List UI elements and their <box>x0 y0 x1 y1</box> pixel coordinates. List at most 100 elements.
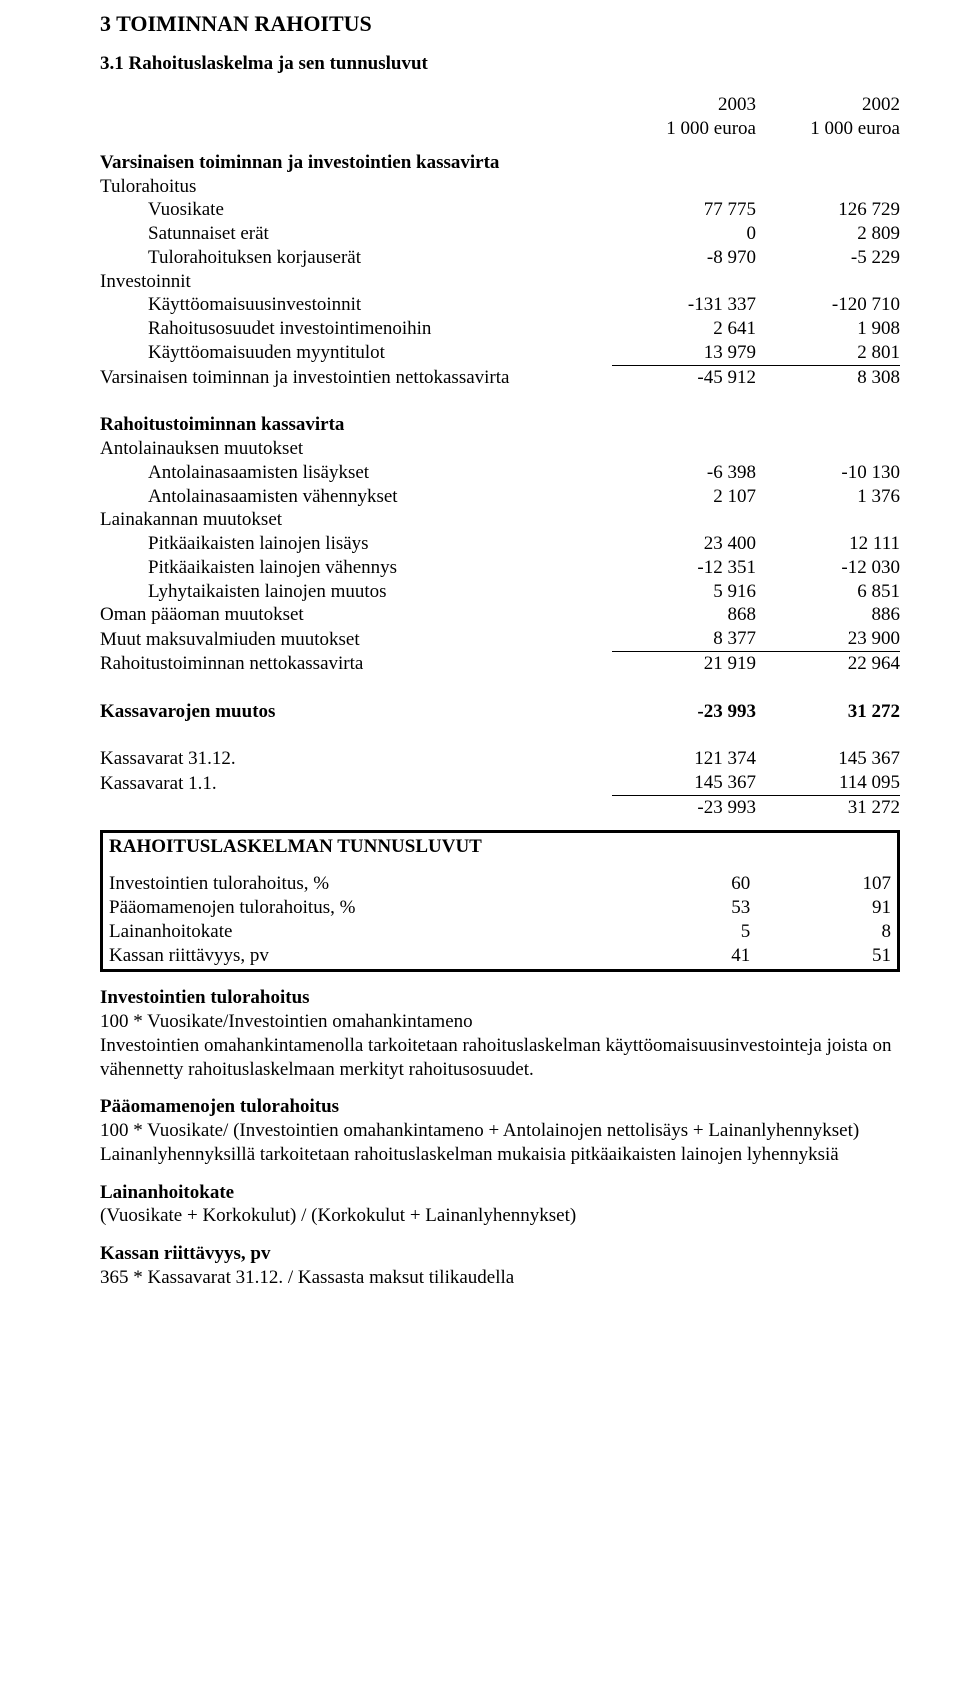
year-header-table: 2003 2002 1 000 euroa 1 000 euroa <box>100 93 900 141</box>
note-heading: Kassan riittävyys, pv <box>100 1242 900 1266</box>
row-val-1: 0 <box>612 222 756 246</box>
row-val-2: 107 <box>750 872 891 896</box>
note-line: 365 * Kassavarat 31.12. / Kassasta maksu… <box>100 1266 900 1290</box>
row-val-1: 145 367 <box>612 771 756 795</box>
row-label: Pitkäaikaisten lainojen lisäys <box>100 532 612 556</box>
row-val-1: 868 <box>612 603 756 627</box>
tunnusluvut-box: RAHOITUSLASKELMAN TUNNUSLUVUT Investoint… <box>100 830 900 973</box>
row-val-2: 1 908 <box>756 317 900 341</box>
row-val-2: 31 272 <box>756 795 900 819</box>
doc-h1: 3 TOIMINNAN RAHOITUS <box>100 10 900 38</box>
tunnusluvut-table: RAHOITUSLASKELMAN TUNNUSLUVUT Investoint… <box>109 835 891 968</box>
note-line: 100 * Vuosikate/ (Investointien omahanki… <box>100 1119 900 1143</box>
kassamuutos-row: Kassavarojen muutos -23 993 31 272 <box>100 700 900 724</box>
row-val-2: 1 376 <box>756 485 900 509</box>
year-row: 2003 2002 <box>100 93 900 117</box>
doc-h2: 3.1 Rahoituslaskelma ja sen tunnusluvut <box>100 52 900 76</box>
note-line: Investointien omahankintamenolla tarkoit… <box>100 1034 900 1082</box>
table-row: Käyttöomaisuuden myyntitulot 13 979 2 80… <box>100 341 900 365</box>
year-2: 2002 <box>756 93 900 117</box>
row-val-1: 5 <box>609 920 750 944</box>
table-row: -23 993 31 272 <box>100 795 900 819</box>
row-label: Tulorahoituksen korjauserät <box>100 246 612 270</box>
row-val-2: 126 729 <box>756 198 900 222</box>
note-investointien: Investointien tulorahoitus 100 * Vuosika… <box>100 986 900 1081</box>
kassamuutos-table: Kassavarojen muutos -23 993 31 272 <box>100 700 900 738</box>
row-label: Lyhytaikaisten lainojen muutos <box>100 580 612 604</box>
row-val-2: 8 <box>750 920 891 944</box>
note-line: Lainanlyhennyksillä tarkoitetaan rahoitu… <box>100 1143 900 1167</box>
table-row: Kassavarat 1.1. 145 367 114 095 <box>100 771 900 795</box>
table-row: Pitkäaikaisten lainojen lisäys 23 400 12… <box>100 532 900 556</box>
note-heading: Investointien tulorahoitus <box>100 986 900 1010</box>
row-label: Kassavarat 1.1. <box>100 771 612 795</box>
table-row: Oman pääoman muutokset 868 886 <box>100 603 900 627</box>
row-val-1: 13 979 <box>612 341 756 365</box>
table-row: Käyttöomaisuusinvestoinnit -131 337 -120… <box>100 293 900 317</box>
row-val-1: 2 107 <box>612 485 756 509</box>
row-val-1: 121 374 <box>612 747 756 771</box>
table-row: Lyhytaikaisten lainojen muutos 5 916 6 8… <box>100 580 900 604</box>
row-val-2: 23 900 <box>756 627 900 651</box>
note-lainanhoitokate: Lainanhoitokate (Vuosikate + Korkokulut)… <box>100 1181 900 1229</box>
section-a-sub1: Tulorahoitus <box>100 175 612 199</box>
section-b-table: Rahoitustoiminnan kassavirta Antolainauk… <box>100 413 900 689</box>
row-val-2: 31 272 <box>756 700 900 724</box>
row-val-2: -5 229 <box>756 246 900 270</box>
row-val-1: -23 993 <box>612 700 756 724</box>
row-label: Kassavarojen muutos <box>100 700 612 724</box>
page: 3 TOIMINNAN RAHOITUS 3.1 Rahoituslaskelm… <box>0 0 960 1344</box>
section-b-sub1: Antolainauksen muutokset <box>100 437 612 461</box>
row-val-1: -45 912 <box>612 365 756 389</box>
note-kassan-riittavyys: Kassan riittävyys, pv 365 * Kassavarat 3… <box>100 1242 900 1290</box>
table-row: Pääomamenojen tulorahoitus, % 53 91 <box>109 896 891 920</box>
row-label: Rahoitusosuudet investointimenoihin <box>100 317 612 341</box>
tunnusluvut-title: RAHOITUSLASKELMAN TUNNUSLUVUT <box>109 835 609 859</box>
row-val-2: 91 <box>750 896 891 920</box>
row-label: Pitkäaikaisten lainojen vähennys <box>100 556 612 580</box>
row-val-1: 21 919 <box>612 651 756 675</box>
row-val-2: 22 964 <box>756 651 900 675</box>
row-val-1: 53 <box>609 896 750 920</box>
table-row: Investointien tulorahoitus, % 60 107 <box>109 872 891 896</box>
note-paaomamenojen: Pääomamenojen tulorahoitus 100 * Vuosika… <box>100 1095 900 1166</box>
unit-1: 1 000 euroa <box>612 117 756 141</box>
table-row: Pitkäaikaisten lainojen vähennys -12 351… <box>100 556 900 580</box>
row-val-2: -12 030 <box>756 556 900 580</box>
row-val-2: 51 <box>750 944 891 968</box>
row-label: Vuosikate <box>100 198 612 222</box>
row-label: Lainanhoitokate <box>109 920 609 944</box>
row-val-1: 8 377 <box>612 627 756 651</box>
row-val-1: -12 351 <box>612 556 756 580</box>
note-heading: Pääomamenojen tulorahoitus <box>100 1095 900 1119</box>
row-val-1: -6 398 <box>612 461 756 485</box>
row-val-2: 886 <box>756 603 900 627</box>
row-label: Satunnaiset erät <box>100 222 612 246</box>
row-label: Pääomamenojen tulorahoitus, % <box>109 896 609 920</box>
section-a-title: Varsinaisen toiminnan ja investointien k… <box>100 151 612 175</box>
note-line: (Vuosikate + Korkokulut) / (Korkokulut +… <box>100 1204 900 1228</box>
section-b-total: Rahoitustoiminnan nettokassavirta 21 919… <box>100 651 900 675</box>
row-val-1: 60 <box>609 872 750 896</box>
row-val-1: 5 916 <box>612 580 756 604</box>
section-a-total: Varsinaisen toiminnan ja investointien n… <box>100 365 900 389</box>
row-val-2: 145 367 <box>756 747 900 771</box>
row-label: Oman pääoman muutokset <box>100 603 612 627</box>
row-label: Varsinaisen toiminnan ja investointien n… <box>100 365 612 389</box>
row-val-2: 114 095 <box>756 771 900 795</box>
row-label: Antolainasaamisten vähennykset <box>100 485 612 509</box>
row-label: Muut maksuvalmiuden muutokset <box>100 627 612 651</box>
table-row: Satunnaiset erät 0 2 809 <box>100 222 900 246</box>
row-label: Investointien tulorahoitus, % <box>109 872 609 896</box>
unit-2: 1 000 euroa <box>756 117 900 141</box>
row-val-1: -23 993 <box>612 795 756 819</box>
row-label <box>100 795 612 819</box>
table-row: Kassavarat 31.12. 121 374 145 367 <box>100 747 900 771</box>
row-val-1: 23 400 <box>612 532 756 556</box>
row-label: Kassan riittävyys, pv <box>109 944 609 968</box>
table-row: Lainanhoitokate 5 8 <box>109 920 891 944</box>
table-row: Vuosikate 77 775 126 729 <box>100 198 900 222</box>
note-heading: Lainanhoitokate <box>100 1181 900 1205</box>
table-row: Tulorahoituksen korjauserät -8 970 -5 22… <box>100 246 900 270</box>
table-row: Rahoitusosuudet investointimenoihin 2 64… <box>100 317 900 341</box>
